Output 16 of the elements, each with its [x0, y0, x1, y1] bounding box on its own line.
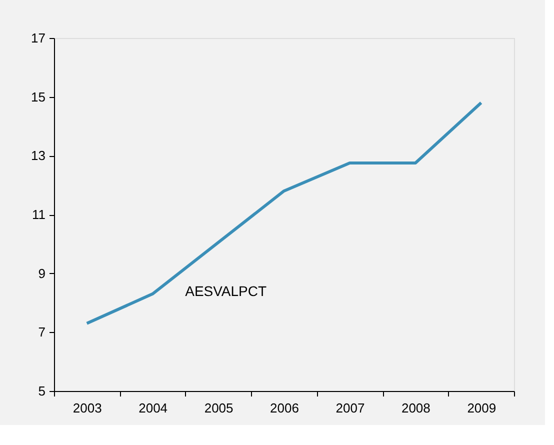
y-tick-label: 9 — [38, 266, 46, 281]
y-tick-label: 15 — [31, 89, 46, 104]
y-tick-label: 17 — [31, 30, 46, 46]
x-tick-label: 2009 — [467, 400, 496, 416]
y-tick-label: 5 — [38, 384, 46, 398]
y-tick-label: 13 — [31, 148, 46, 164]
series-label: AESVALPCT — [185, 283, 267, 300]
x-tick-label: 2003 — [72, 400, 102, 416]
x-tick-label: 2004 — [138, 400, 168, 416]
line-series — [85, 101, 483, 325]
x-tick-label: 2005 — [204, 400, 234, 416]
x-tick-label: 2006 — [270, 400, 299, 416]
y-tick-label: 11 — [32, 207, 46, 222]
x-tick-label: 2007 — [336, 400, 365, 416]
x-tick-label: 2008 — [401, 400, 430, 416]
y-tick-label: 7 — [38, 324, 46, 340]
